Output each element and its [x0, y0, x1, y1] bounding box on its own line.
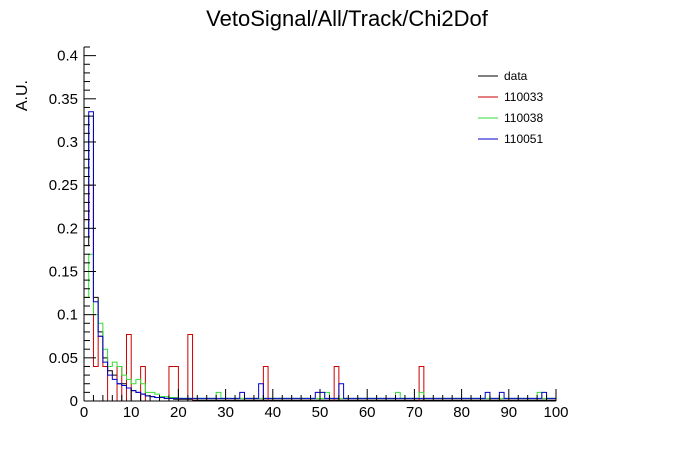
x-tick-label: 40: [264, 404, 281, 421]
x-tick-label: 80: [453, 404, 470, 421]
y-tick-label: 0.3: [57, 134, 78, 151]
y-tick-label: 0.15: [49, 263, 78, 280]
y-tick-label: 0.1: [57, 307, 78, 324]
legend: data 110033 110038 110051: [478, 69, 543, 146]
chart-title: VetoSignal/All/Track/Chi2Dof: [206, 6, 489, 31]
y-tick-label: 0.2: [57, 220, 78, 237]
x-tick-label: 90: [500, 404, 517, 421]
y-tick-label: 0.05: [49, 350, 78, 367]
x-tick-label: 50: [312, 404, 329, 421]
y-tick-label: 0.25: [49, 177, 78, 194]
x-tick-label: 10: [123, 404, 140, 421]
x-tick-label: 30: [217, 404, 234, 421]
series-line-110051: [83, 111, 557, 401]
legend-label-110051: 110051: [504, 132, 543, 146]
y-tick-label: 0.4: [57, 48, 78, 65]
x-tick-label: 70: [406, 404, 423, 421]
y-tick-label: 0: [70, 393, 78, 410]
legend-label-110033: 110033: [504, 90, 543, 104]
x-tick-label: 0: [80, 404, 88, 421]
x-tick-label: 60: [359, 404, 376, 421]
legend-label-110038: 110038: [504, 111, 543, 125]
x-tick-label: 20: [170, 404, 187, 421]
y-axis-label: A.U.: [14, 80, 31, 111]
axes-layer: 0 10 20 30 40 50 60 70 80 90 100 0 0.05 0.1 0.15 0.2 0.2…: [49, 46, 569, 421]
x-tick-label: 100: [543, 404, 568, 421]
legend-label-data: data: [504, 69, 528, 83]
y-tick-label: 0.35: [49, 91, 78, 108]
